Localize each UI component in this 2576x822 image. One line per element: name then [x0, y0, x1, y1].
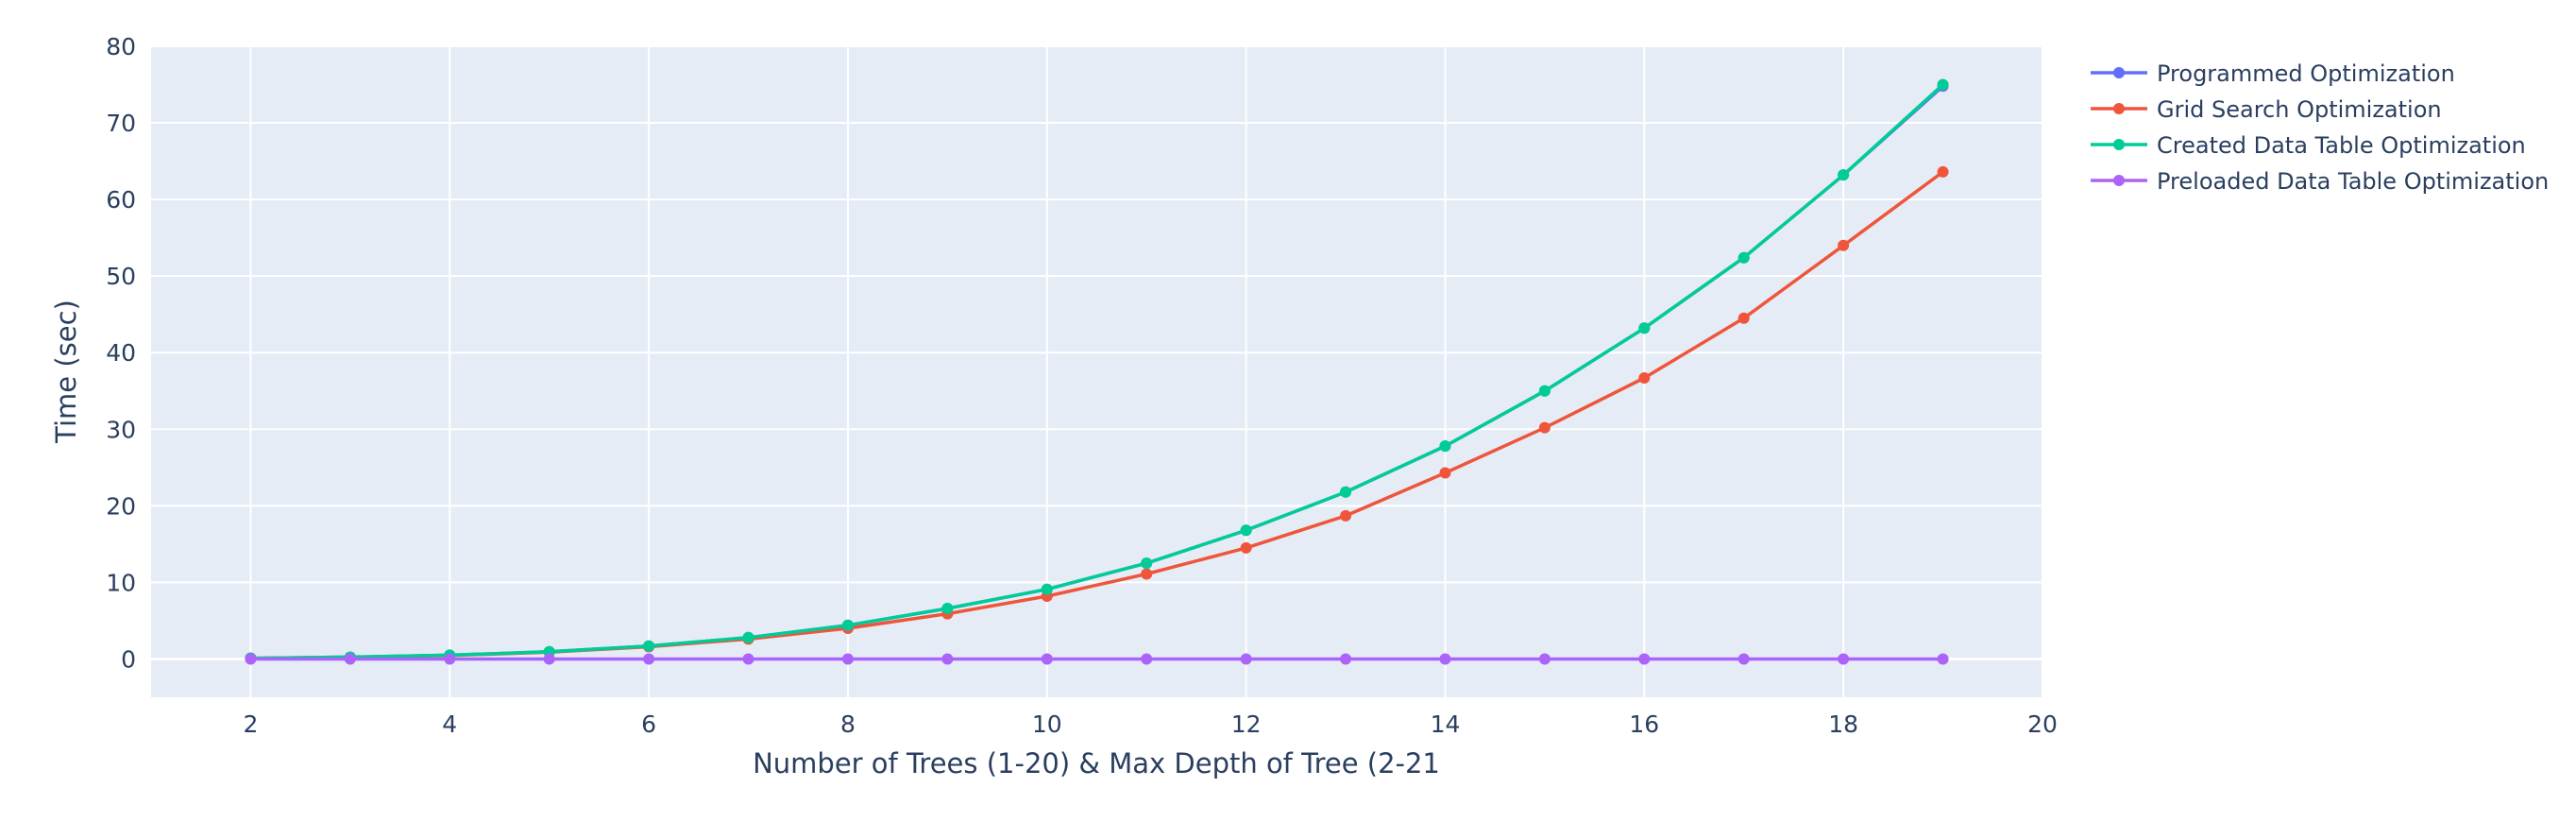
legend-label: Grid Search Optimization	[2157, 96, 2442, 123]
data-point[interactable]	[1937, 165, 1949, 178]
data-point[interactable]	[344, 653, 356, 665]
data-point[interactable]	[1141, 557, 1153, 570]
y-axis-ticks: 0 10 20 30 40 50 60 70 80	[106, 33, 136, 673]
legend-item[interactable]: Programmed Optimization	[2091, 60, 2455, 87]
y-tick-label: 60	[106, 186, 136, 214]
data-point[interactable]	[1439, 653, 1451, 665]
data-point[interactable]	[1937, 653, 1949, 665]
x-tick-label: 8	[840, 711, 856, 738]
legend-item[interactable]: Grid Search Optimization	[2091, 96, 2442, 123]
data-point[interactable]	[444, 653, 456, 665]
legend-label: Created Data Table Optimization	[2157, 132, 2526, 159]
legend-marker	[2113, 103, 2125, 114]
legend-item[interactable]: Preloaded Data Table Optimization	[2091, 168, 2549, 195]
y-tick-label: 70	[106, 110, 136, 137]
data-point[interactable]	[245, 653, 257, 665]
y-tick-label: 80	[106, 33, 136, 60]
y-tick-label: 50	[106, 263, 136, 290]
data-point[interactable]	[941, 602, 954, 614]
data-point[interactable]	[1141, 568, 1153, 580]
data-point[interactable]	[1041, 653, 1053, 665]
series-4[interactable]	[245, 653, 1949, 665]
data-point[interactable]	[1041, 583, 1053, 595]
data-point[interactable]	[1638, 371, 1651, 384]
data-point[interactable]	[1838, 653, 1850, 665]
x-axis-ticks: 2 4 6 8 10 12 14 16 18 20	[243, 711, 2057, 738]
legend-label: Preloaded Data Table Optimization	[2157, 168, 2549, 195]
data-point[interactable]	[1838, 239, 1850, 251]
legend[interactable]: Programmed Optimization Grid Search Optim…	[2091, 60, 2549, 195]
legend-marker	[2113, 67, 2125, 78]
y-tick-label: 20	[106, 492, 136, 520]
plot-area	[151, 46, 2042, 697]
data-point[interactable]	[742, 653, 754, 665]
data-point[interactable]	[1340, 509, 1352, 522]
data-point[interactable]	[1638, 653, 1651, 665]
legend-label: Programmed Optimization	[2157, 60, 2455, 87]
data-point[interactable]	[543, 653, 555, 665]
data-point[interactable]	[1538, 653, 1551, 665]
data-point[interactable]	[1638, 322, 1651, 334]
x-tick-label: 16	[1629, 711, 1659, 738]
x-tick-label: 14	[1431, 711, 1461, 738]
legend-item[interactable]: Created Data Table Optimization	[2091, 132, 2526, 159]
data-point[interactable]	[1737, 251, 1750, 264]
x-tick-label: 12	[1231, 711, 1262, 738]
x-tick-label: 4	[442, 711, 457, 738]
data-point[interactable]	[1240, 524, 1252, 537]
data-point[interactable]	[1439, 440, 1451, 453]
series-line[interactable]	[250, 83, 1944, 660]
data-point[interactable]	[1340, 653, 1352, 665]
y-tick-label: 10	[106, 569, 136, 596]
data-point[interactable]	[1340, 486, 1352, 498]
x-tick-label: 20	[2027, 711, 2058, 738]
data-point[interactable]	[643, 640, 655, 652]
legend-marker	[2113, 139, 2125, 150]
data-point[interactable]	[1439, 467, 1451, 479]
x-axis-title: Number of Trees (1-20) & Max Depth of Tr…	[753, 747, 1440, 779]
x-tick-label: 10	[1032, 711, 1062, 738]
data-point[interactable]	[1937, 78, 1949, 91]
data-point[interactable]	[1538, 385, 1551, 397]
x-tick-label: 18	[1828, 711, 1858, 738]
data-point[interactable]	[841, 619, 854, 631]
data-point[interactable]	[1240, 541, 1252, 554]
y-tick-label: 40	[106, 339, 136, 367]
data-point[interactable]	[742, 631, 754, 643]
series-layer	[245, 78, 1949, 665]
data-point[interactable]	[1737, 312, 1750, 324]
data-point[interactable]	[1538, 421, 1551, 434]
legend-marker	[2113, 175, 2125, 186]
data-point[interactable]	[1838, 169, 1850, 181]
x-tick-label: 2	[243, 711, 258, 738]
data-point[interactable]	[941, 653, 954, 665]
x-tick-label: 6	[641, 711, 656, 738]
y-tick-label: 30	[106, 416, 136, 443]
data-point[interactable]	[643, 653, 655, 665]
data-point[interactable]	[1240, 653, 1252, 665]
data-point[interactable]	[1141, 653, 1153, 665]
y-axis-title: Time (sec)	[50, 300, 82, 444]
data-point[interactable]	[841, 653, 854, 665]
data-point[interactable]	[1737, 653, 1750, 665]
y-tick-label: 0	[121, 645, 136, 673]
